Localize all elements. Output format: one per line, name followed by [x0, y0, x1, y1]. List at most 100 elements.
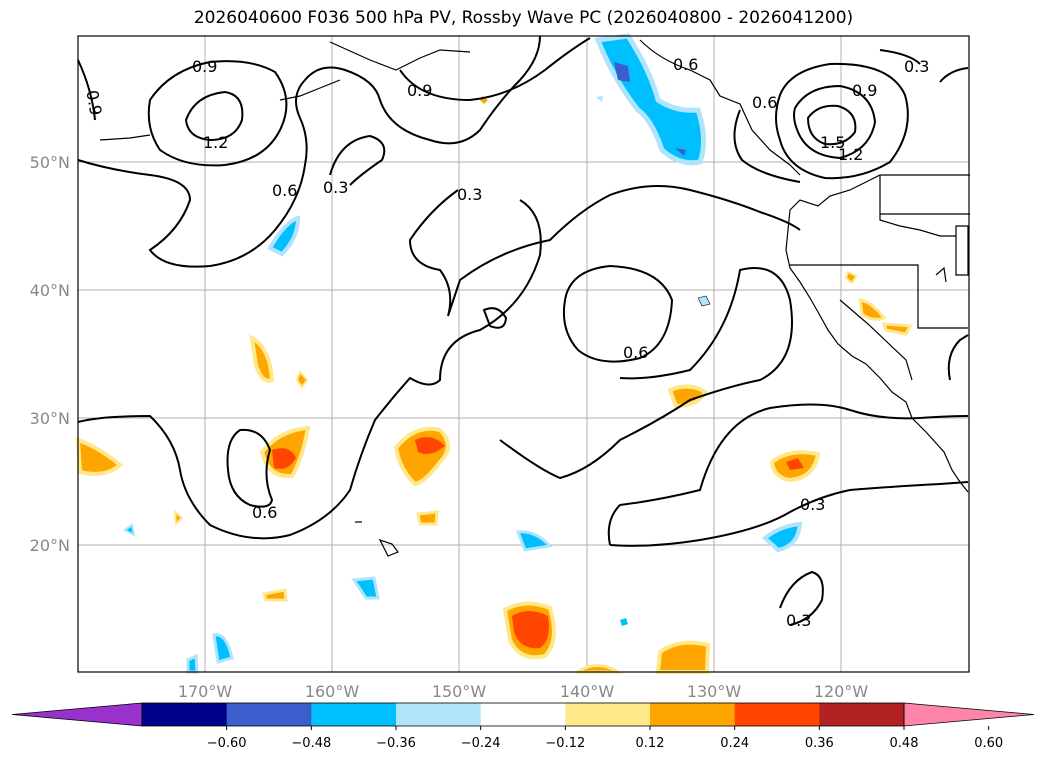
pv-contour [399, 37, 591, 102]
colorbar-segments [11, 702, 1035, 727]
colorbar-segment [480, 703, 566, 726]
pv-contour [779, 570, 824, 626]
colorbar-segment [311, 703, 397, 726]
contour-label: 0.3 [904, 57, 929, 76]
pv-contour [733, 109, 801, 183]
colorbar-frame [141, 702, 905, 727]
lat-label: 40°N [30, 281, 70, 300]
pv-contour [499, 267, 793, 480]
colorbar-tick-label: −0.36 [376, 736, 416, 751]
colorbar-segment [565, 703, 651, 726]
colorbar-tick-label: 0.24 [720, 736, 749, 751]
pv-patch [186, 653, 199, 674]
pv-contour [607, 403, 969, 546]
colorbar-tick-label: −0.48 [291, 736, 331, 751]
pv-contour [147, 60, 288, 167]
pv-patch [655, 640, 711, 674]
pv-patch [675, 148, 686, 156]
pv-patch [123, 523, 136, 537]
pv-contour [775, 62, 909, 180]
colorbar-tick-label: 0.12 [636, 736, 665, 751]
pv-contour [482, 307, 508, 329]
pv-patch [416, 510, 439, 526]
pv-patch [267, 215, 301, 257]
pv-contour [184, 90, 244, 142]
map-title: 2026040600 F036 500 hPa PV, Rossby Wave … [193, 8, 854, 28]
lat-label: 50°N [30, 153, 70, 172]
pv-patch [786, 458, 804, 470]
contour-label: 1.2 [203, 133, 228, 152]
lat-label: 30°N [30, 409, 70, 428]
pv-patch [515, 530, 554, 552]
colorbar-extend-max [903, 702, 1035, 727]
contour-label: 0.3 [457, 185, 482, 204]
contour-label: 0.3 [786, 611, 811, 630]
colorbar-tick-label: −0.12 [545, 736, 585, 751]
contour-label: 0.9 [852, 81, 877, 100]
pv-patch [667, 384, 708, 409]
pv-patch [173, 509, 184, 527]
pv-patch [881, 322, 913, 336]
colorbar-segment [734, 703, 820, 726]
pv-contour [947, 334, 969, 381]
contour-label: 0.6 [272, 181, 297, 200]
lat-label: 20°N [30, 536, 70, 555]
pv-contour [408, 185, 801, 317]
pv-contour [806, 104, 857, 146]
pv-contour [939, 67, 969, 83]
map-panel: 0.9 1.2 0.6 0.3 0.9 0.3 0.6 0.6 0.9 1.5 … [75, 33, 970, 674]
pv-patch [761, 521, 803, 553]
contour-label: 0.9 [407, 81, 432, 100]
contour-label: 0.6 [623, 343, 648, 362]
longitude-labels: 170°W 160°W 150°W 140°W 130°W 120°W [178, 682, 869, 701]
pv-patch [620, 618, 628, 626]
contour-label: 0.3 [800, 495, 825, 514]
negative-anomaly-patches [123, 33, 803, 674]
colorbar-tick-label: −0.60 [207, 736, 247, 751]
contour-label: 1.2 [838, 145, 863, 164]
pv-contour [562, 264, 674, 363]
pv-contour [329, 134, 386, 186]
map-frame [77, 35, 970, 673]
pv-patch [614, 62, 630, 82]
pv-patch [262, 588, 288, 602]
colorbar-tick-label: 0.60 [974, 736, 1003, 751]
pv-patch [75, 437, 124, 476]
contour-label: 0.6 [252, 503, 277, 522]
pv-patch [512, 611, 549, 649]
lon-label: 120°W [814, 682, 869, 701]
lon-label: 150°W [432, 682, 487, 701]
colorbar-segment [226, 703, 312, 726]
contour-label: 0.6 [673, 55, 698, 74]
lon-label: 140°W [560, 682, 615, 701]
pv-patch [295, 370, 309, 389]
pv-contour [77, 59, 96, 121]
pv-contour [609, 481, 969, 547]
coastlines [99, 39, 970, 557]
contour-label: 0.3 [323, 178, 348, 197]
pv-contour [226, 428, 274, 508]
pv-contour [793, 84, 877, 160]
pv-patch [351, 576, 380, 600]
colorbar-tick-label: 0.36 [805, 736, 834, 751]
colorbar-segment [396, 703, 482, 726]
colorbar-tick-label: 0.48 [890, 736, 919, 751]
pv-patch [697, 295, 711, 307]
contour-label: 0.9 [192, 57, 217, 76]
positive-anomaly-patches [75, 96, 913, 674]
pv-contour [879, 49, 921, 65]
pv-contour [77, 199, 542, 540]
colorbar-segment [650, 703, 736, 726]
pv-patch [249, 334, 275, 383]
colorbar-tick-label: −0.24 [461, 736, 501, 751]
pv-patch [415, 437, 445, 454]
pv-patch [272, 448, 296, 469]
lon-label: 170°W [178, 682, 233, 701]
colorbar-segment [142, 703, 228, 726]
contour-label: 0.9 [82, 89, 105, 117]
latitude-labels: 50°N 40°N 30°N 20°N [30, 153, 70, 555]
contour-label: 1.5 [820, 133, 845, 152]
colorbar-segment [819, 703, 905, 726]
contour-labels: 0.9 1.2 0.6 0.3 0.9 0.3 0.6 0.6 0.9 1.5 … [82, 55, 929, 630]
